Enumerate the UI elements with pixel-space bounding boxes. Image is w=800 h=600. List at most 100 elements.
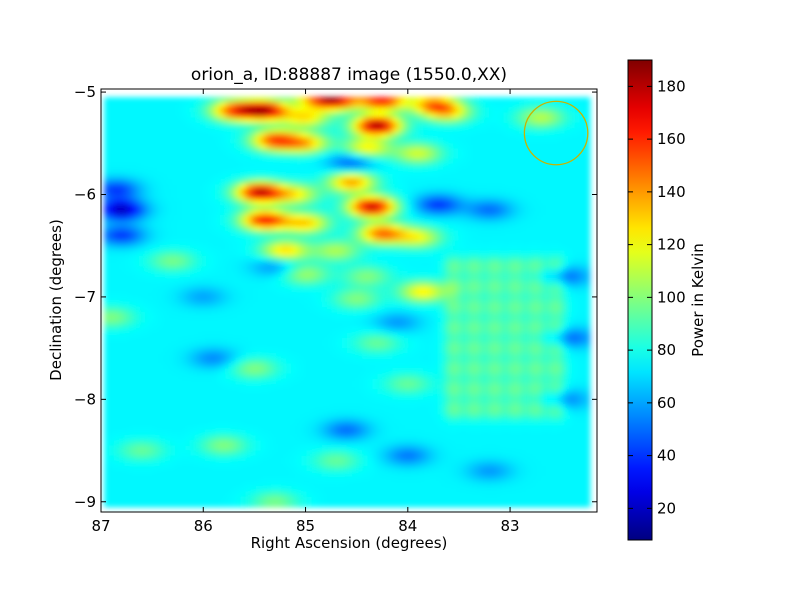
- heatmap-cell: [539, 127, 545, 134]
- heatmap-cell: [397, 332, 404, 339]
- heatmap-cell: [326, 209, 333, 216]
- heatmap-cell: [200, 133, 206, 139]
- heatmap-cell: [478, 358, 485, 365]
- heatmap-cell: [281, 199, 287, 206]
- heatmap-cell: [260, 307, 267, 313]
- heatmap-cell: [104, 189, 110, 196]
- heatmap-cell: [544, 250, 550, 257]
- heatmap-cell: [508, 291, 515, 298]
- heatmap-cell: [539, 332, 545, 339]
- heatmap-cell: [164, 291, 171, 298]
- heatmap-cell: [377, 122, 383, 129]
- heatmap-cell: [265, 245, 272, 252]
- heatmap-cell: [164, 112, 171, 119]
- heatmap-cell: [200, 281, 206, 288]
- heatmap-cell: [230, 204, 237, 211]
- heatmap-cell: [513, 117, 520, 124]
- heatmap-cell: [159, 143, 166, 149]
- heatmap-cell: [483, 102, 490, 109]
- heatmap-cell: [483, 317, 490, 324]
- heatmap-cell: [169, 97, 176, 103]
- heatmap-cell: [220, 107, 227, 114]
- heatmap-cell: [579, 138, 586, 144]
- heatmap-cell: [276, 353, 282, 359]
- heatmap-cell: [291, 261, 297, 267]
- heatmap-cell: [179, 343, 186, 349]
- heatmap-cell: [569, 168, 576, 175]
- heatmap-cell: [255, 230, 262, 237]
- heatmap-cell: [377, 102, 383, 109]
- heatmap-cell: [387, 204, 394, 211]
- heatmap-cell: [205, 266, 211, 272]
- heatmap-cell: [417, 230, 424, 237]
- heatmap-cell: [584, 250, 591, 257]
- heatmap-cell: [164, 317, 171, 324]
- heatmap-cell: [149, 97, 156, 103]
- heatmap-cell: [154, 322, 161, 329]
- heatmap-cell: [508, 225, 515, 231]
- heatmap-cell: [336, 168, 343, 175]
- heatmap-cell: [240, 358, 247, 365]
- heatmap-cell: [534, 102, 540, 109]
- heatmap-cell: [483, 158, 490, 165]
- heatmap-cell: [316, 209, 323, 216]
- heatmap-cell: [134, 122, 141, 129]
- heatmap-cell: [286, 97, 292, 103]
- heatmap-cell: [281, 302, 287, 308]
- heatmap-cell: [513, 343, 520, 349]
- heatmap-cell: [210, 327, 216, 334]
- heatmap-cell: [296, 332, 303, 339]
- heatmap-cell: [124, 174, 130, 180]
- heatmap-cell: [503, 307, 510, 313]
- heatmap-cell: [326, 163, 333, 170]
- heatmap-cell: [508, 122, 515, 129]
- heatmap-cell: [544, 117, 550, 124]
- heatmap-cell: [508, 97, 515, 103]
- heatmap-cell: [422, 214, 429, 221]
- heatmap-cell: [185, 127, 191, 134]
- heatmap-cell: [448, 189, 454, 196]
- heatmap-cell: [422, 348, 429, 354]
- heatmap-cell: [190, 117, 196, 124]
- heatmap-cell: [114, 343, 120, 349]
- heatmap-cell: [372, 220, 378, 226]
- heatmap-cell: [174, 220, 181, 226]
- heatmap-cell: [296, 204, 303, 211]
- heatmap-cell: [179, 307, 186, 313]
- heatmap-cell: [154, 343, 161, 349]
- heatmap-cell: [544, 174, 550, 180]
- heatmap-cell: [134, 358, 141, 365]
- heatmap-cell: [139, 220, 146, 226]
- heatmap-cell: [149, 153, 156, 160]
- heatmap-cell: [574, 163, 581, 170]
- heatmap-cell: [473, 184, 480, 190]
- heatmap-cell: [210, 122, 216, 129]
- heatmap-cell: [341, 204, 348, 211]
- heatmap-cell: [352, 184, 358, 190]
- heatmap-cell: [119, 117, 125, 124]
- heatmap-cell: [235, 291, 242, 298]
- heatmap-cell: [210, 271, 216, 278]
- heatmap-cell: [554, 245, 561, 252]
- heatmap-cell: [276, 184, 282, 190]
- heatmap-cell: [584, 281, 591, 288]
- heatmap-cell: [336, 133, 343, 139]
- heatmap-cell: [503, 179, 510, 185]
- heatmap-cell: [255, 343, 262, 349]
- heatmap-cell: [407, 184, 414, 190]
- heatmap-cell: [114, 117, 120, 124]
- heatmap-cell: [544, 307, 550, 313]
- heatmap-cell: [539, 322, 545, 329]
- heatmap-cell: [377, 327, 383, 334]
- heatmap-cell: [260, 112, 267, 119]
- heatmap-cell: [539, 317, 545, 324]
- heatmap-cell: [271, 143, 277, 149]
- heatmap-cell: [104, 353, 110, 359]
- heatmap-cell: [534, 348, 540, 354]
- heatmap-cell: [210, 199, 216, 206]
- heatmap-cell: [498, 143, 505, 149]
- heatmap-cell: [559, 107, 566, 114]
- heatmap-cell: [225, 204, 232, 211]
- heatmap-cell: [134, 127, 141, 134]
- heatmap-cell: [483, 138, 490, 144]
